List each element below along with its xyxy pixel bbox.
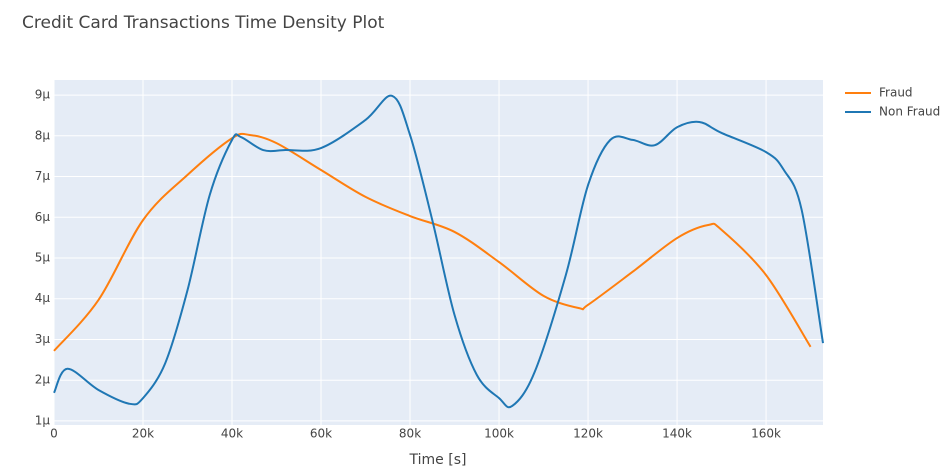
y-tick-label: 8μ (35, 128, 51, 142)
y-tick-label: 6μ (35, 210, 51, 224)
x-tick-label: 160k (751, 427, 781, 441)
x-tick-label: 80k (399, 427, 421, 441)
chart-title: Credit Card Transactions Time Density Pl… (22, 13, 385, 33)
line-series (53, 94, 824, 409)
x-axis-label: Time [s] (409, 452, 467, 468)
legend-label: Non Fraud (879, 105, 940, 119)
line-series (53, 132, 812, 352)
x-tick-label: 20k (132, 427, 154, 441)
x-tick-label: 120k (573, 427, 603, 441)
x-tick-label: 40k (221, 427, 243, 441)
y-tick-label: 3μ (35, 332, 51, 346)
y-tick-label: 7μ (35, 169, 51, 183)
y-tick-label: 9μ (35, 88, 51, 102)
x-tick-label: 0 (50, 427, 58, 441)
y-tick-label: 1μ (35, 413, 51, 427)
x-tick-label: 60k (310, 427, 332, 441)
x-tick-label: 140k (662, 427, 692, 441)
y-tick-label: 4μ (35, 291, 51, 305)
x-tick-label: 100k (484, 427, 514, 441)
y-tick-label: 2μ (35, 373, 51, 387)
y-tick-label: 5μ (35, 250, 51, 264)
legend-label: Fraud (879, 86, 913, 100)
plot-area (54, 80, 823, 425)
